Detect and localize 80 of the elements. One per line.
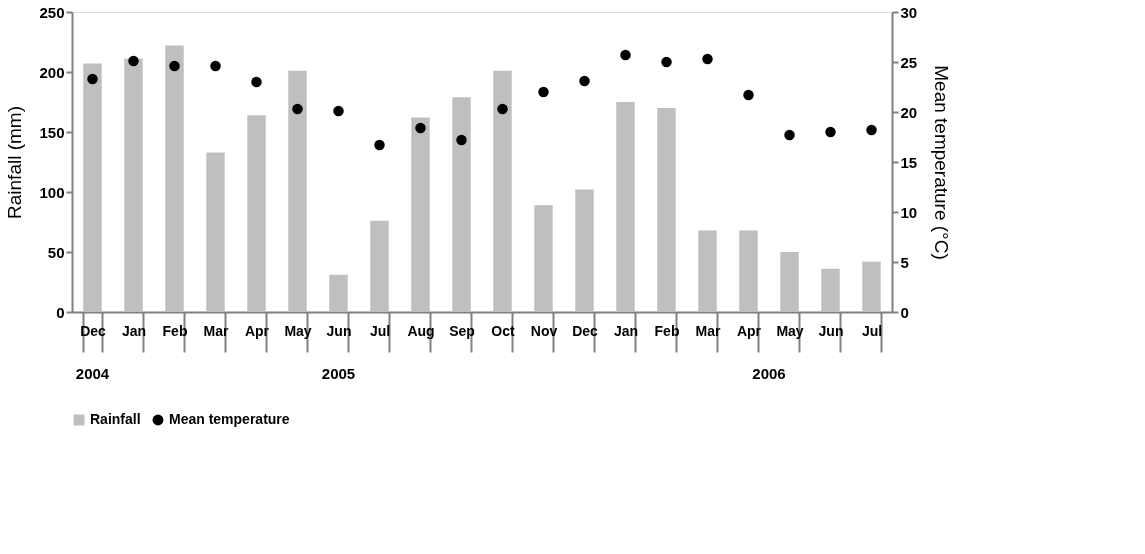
legend-label: Mean temperature [169,411,290,427]
bar [124,58,143,312]
y2-tick-label: 25 [900,53,918,71]
x-tick-label: Oct [491,322,515,339]
point [702,53,713,65]
bar [452,97,471,312]
bar [534,205,553,312]
text: 2004 [75,365,110,382]
point [210,60,221,72]
x-tick-label: Jan [613,322,639,339]
point [497,103,508,115]
x-tick-label: Nov [530,322,558,339]
x-tick-label: May [776,322,804,339]
bar [247,115,266,312]
bar [165,45,184,312]
y2-tick-label: 5 [900,253,909,271]
point [579,75,590,87]
x-tick-label: Mar [695,322,721,339]
point [251,76,262,88]
x-tick-label: Jul [369,322,391,339]
y-tick-label: 0 [56,303,65,321]
y-tick-label: 50 [47,243,65,261]
y-tick-label: 250 [39,3,65,21]
point [374,139,385,151]
bar [780,252,799,312]
bar [370,220,389,312]
point [292,103,303,115]
point [415,122,426,134]
point [620,49,631,61]
bar [493,70,512,312]
point [661,56,672,68]
legend-label: Rainfall [90,411,141,427]
point [538,86,549,98]
y-tick-label: 150 [39,123,65,141]
x-tick-label: May [284,322,312,339]
y2-tick-label: 30 [900,3,918,21]
bar [575,189,594,312]
x-tick-label: Mar [203,322,229,339]
bar [411,117,430,312]
y-tick-label: 100 [39,183,65,201]
x-tick-label: Sep [449,322,475,339]
x-tick-label: Apr [736,322,762,339]
x-tick-label: Jan [121,322,147,339]
bar [206,152,225,312]
bar [698,230,717,312]
point [784,129,795,141]
bar [616,102,635,312]
point [743,89,754,101]
point [825,126,836,138]
y-axis-title: Rainfall (mm) [4,106,26,219]
x-tick-label: Jul [861,322,883,339]
point [866,124,877,136]
x-tick-label: Apr [244,322,270,339]
y2-tick-label: 20 [900,103,918,121]
x-tick-label: Dec [80,322,107,339]
x-tick-label: Jun [326,322,352,339]
y2-tick-label: 15 [900,153,918,171]
bar [657,108,676,312]
text: 2005 [321,365,356,382]
bar [739,230,758,312]
point [456,134,467,146]
y2-tick-label: 10 [900,203,918,221]
point [169,60,180,72]
y2-tick-label: 0 [900,303,909,321]
bar [862,261,881,312]
text: 2006 [752,365,786,382]
bar [821,268,840,312]
point [333,105,344,117]
x-tick-label: Feb [654,322,680,339]
x-tick-label: Dec [572,322,599,339]
x-tick-label: Aug [407,322,435,339]
y-tick-label: 200 [39,63,65,81]
y2-axis-title: Mean temperature (°C) [931,65,953,260]
bar [83,63,102,312]
bar [329,274,348,312]
point [87,73,98,85]
bar [288,70,307,312]
x-tick-label: Feb [162,322,188,339]
x-tick-label: Jun [818,322,844,339]
point [128,55,139,67]
